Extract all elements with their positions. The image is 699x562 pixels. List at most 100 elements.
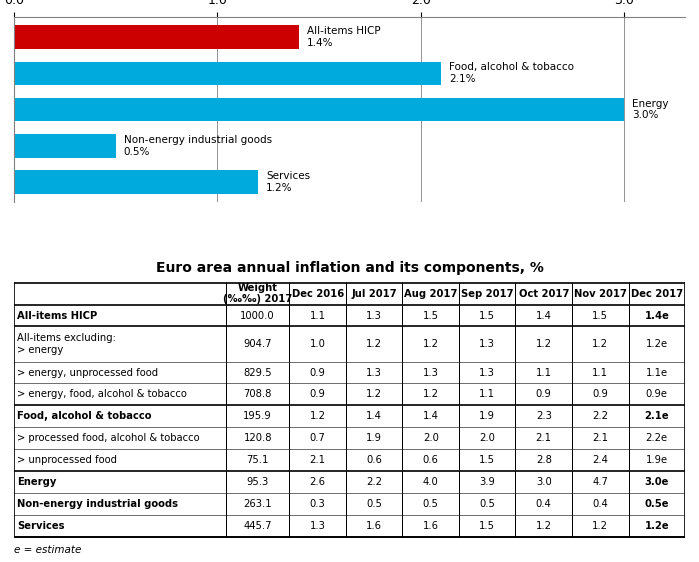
Text: All-items HICP
1.4%: All-items HICP 1.4% <box>307 26 380 48</box>
Text: 0.5: 0.5 <box>480 499 495 509</box>
Text: > energy, unprocessed food: > energy, unprocessed food <box>17 368 159 378</box>
Text: Jul 2017: Jul 2017 <box>352 289 397 298</box>
Text: 0.7: 0.7 <box>310 433 326 443</box>
Text: All-items HICP: All-items HICP <box>17 311 98 320</box>
Text: Sep 2017: Sep 2017 <box>461 289 514 298</box>
Text: 263.1: 263.1 <box>243 499 272 509</box>
Text: 195.9: 195.9 <box>243 411 272 422</box>
Text: 1.9: 1.9 <box>366 433 382 443</box>
Text: 1.2e: 1.2e <box>644 521 669 531</box>
Text: 1.4: 1.4 <box>366 411 382 422</box>
Text: 0.9: 0.9 <box>310 368 326 378</box>
Text: 1.4: 1.4 <box>536 311 552 320</box>
Text: Energy: Energy <box>17 477 57 487</box>
Text: 1.3: 1.3 <box>366 368 382 378</box>
Text: 1.2: 1.2 <box>535 339 552 349</box>
Text: > unprocessed food: > unprocessed food <box>17 455 117 465</box>
Text: Weight
(‰‰) 2017: Weight (‰‰) 2017 <box>223 283 292 305</box>
Text: 2.2: 2.2 <box>366 477 382 487</box>
Text: 1.3: 1.3 <box>480 339 495 349</box>
Text: 1.1e: 1.1e <box>646 368 668 378</box>
Text: 1.2: 1.2 <box>366 389 382 400</box>
Text: 1.9e: 1.9e <box>646 455 668 465</box>
Text: 2.1e: 2.1e <box>644 411 669 422</box>
Text: 1.9: 1.9 <box>480 411 495 422</box>
Text: 708.8: 708.8 <box>243 389 272 400</box>
Text: 829.5: 829.5 <box>243 368 272 378</box>
Text: > energy, food, alcohol & tobacco: > energy, food, alcohol & tobacco <box>17 389 187 400</box>
Text: 95.3: 95.3 <box>247 477 269 487</box>
Bar <box>14 25 298 49</box>
Text: 0.4: 0.4 <box>536 499 552 509</box>
Text: 2.8: 2.8 <box>536 455 552 465</box>
Text: 1.1: 1.1 <box>535 368 552 378</box>
Text: Oct 2017: Oct 2017 <box>519 289 569 298</box>
Text: Services
1.2%: Services 1.2% <box>266 171 310 193</box>
Text: 1.2e: 1.2e <box>646 339 668 349</box>
Bar <box>14 170 258 194</box>
Text: 1.2: 1.2 <box>535 521 552 531</box>
Text: 0.9: 0.9 <box>536 389 552 400</box>
Text: 4.7: 4.7 <box>592 477 608 487</box>
Text: 1.2: 1.2 <box>423 389 439 400</box>
Text: 0.9: 0.9 <box>310 389 326 400</box>
Text: 0.9: 0.9 <box>592 389 608 400</box>
Text: 1.4e: 1.4e <box>644 311 669 320</box>
Bar <box>14 98 624 121</box>
Text: 445.7: 445.7 <box>243 521 272 531</box>
Text: 1.2: 1.2 <box>366 339 382 349</box>
Text: 4.0: 4.0 <box>423 477 438 487</box>
Text: 3.9: 3.9 <box>480 477 495 487</box>
Text: Nov 2017: Nov 2017 <box>574 289 627 298</box>
Text: Food, alcohol & tobacco: Food, alcohol & tobacco <box>17 411 152 422</box>
Text: 120.8: 120.8 <box>243 433 272 443</box>
Text: 0.9e: 0.9e <box>646 389 668 400</box>
Text: 1.3: 1.3 <box>423 368 439 378</box>
Text: 75.1: 75.1 <box>247 455 269 465</box>
Text: 3.0e: 3.0e <box>644 477 669 487</box>
Text: 1.5: 1.5 <box>423 311 439 320</box>
Text: 1.5: 1.5 <box>480 311 495 320</box>
Text: 0.5: 0.5 <box>366 499 382 509</box>
Text: All-items excluding:
> energy: All-items excluding: > energy <box>17 333 116 355</box>
Text: Dec 2016: Dec 2016 <box>291 289 344 298</box>
Text: 1.6: 1.6 <box>366 521 382 531</box>
Text: 2.2: 2.2 <box>592 411 608 422</box>
Text: 1.3: 1.3 <box>480 368 495 378</box>
Text: 3.0: 3.0 <box>536 477 552 487</box>
Bar <box>14 61 441 85</box>
Text: 1.3: 1.3 <box>310 521 326 531</box>
Text: Non-energy industrial goods: Non-energy industrial goods <box>17 499 178 509</box>
Text: 1.5: 1.5 <box>592 311 608 320</box>
Text: 904.7: 904.7 <box>243 339 272 349</box>
Text: e = estimate: e = estimate <box>14 545 81 555</box>
Text: Aug 2017: Aug 2017 <box>404 289 457 298</box>
Text: 1.3: 1.3 <box>366 311 382 320</box>
Text: 0.4: 0.4 <box>592 499 608 509</box>
Text: Food, alcohol & tobacco
2.1%: Food, alcohol & tobacco 2.1% <box>449 62 574 84</box>
Text: 1000.0: 1000.0 <box>240 311 275 320</box>
Text: 2.3: 2.3 <box>536 411 552 422</box>
Text: Euro area annual inflation and its components, %: Euro area annual inflation and its compo… <box>156 261 543 275</box>
Text: 2.0: 2.0 <box>480 433 495 443</box>
Text: 2.1: 2.1 <box>535 433 552 443</box>
Text: Services: Services <box>17 521 65 531</box>
Text: 1.6: 1.6 <box>423 521 439 531</box>
Text: 1.2: 1.2 <box>310 411 326 422</box>
Text: 2.6: 2.6 <box>310 477 326 487</box>
Text: 1.1: 1.1 <box>592 368 608 378</box>
Text: 1.0: 1.0 <box>310 339 326 349</box>
Text: 0.5e: 0.5e <box>644 499 669 509</box>
Text: 1.5: 1.5 <box>480 521 495 531</box>
Text: 2.1: 2.1 <box>592 433 608 443</box>
Text: Non-energy industrial goods
0.5%: Non-energy industrial goods 0.5% <box>124 135 272 157</box>
Text: 0.6: 0.6 <box>423 455 439 465</box>
Text: 2.1: 2.1 <box>310 455 326 465</box>
Text: 1.2: 1.2 <box>592 521 608 531</box>
Text: Energy
3.0%: Energy 3.0% <box>632 99 669 120</box>
Text: 2.4: 2.4 <box>592 455 608 465</box>
Text: 1.5: 1.5 <box>480 455 495 465</box>
Text: 0.5: 0.5 <box>423 499 439 509</box>
Bar <box>14 134 115 157</box>
Text: 1.4: 1.4 <box>423 411 439 422</box>
